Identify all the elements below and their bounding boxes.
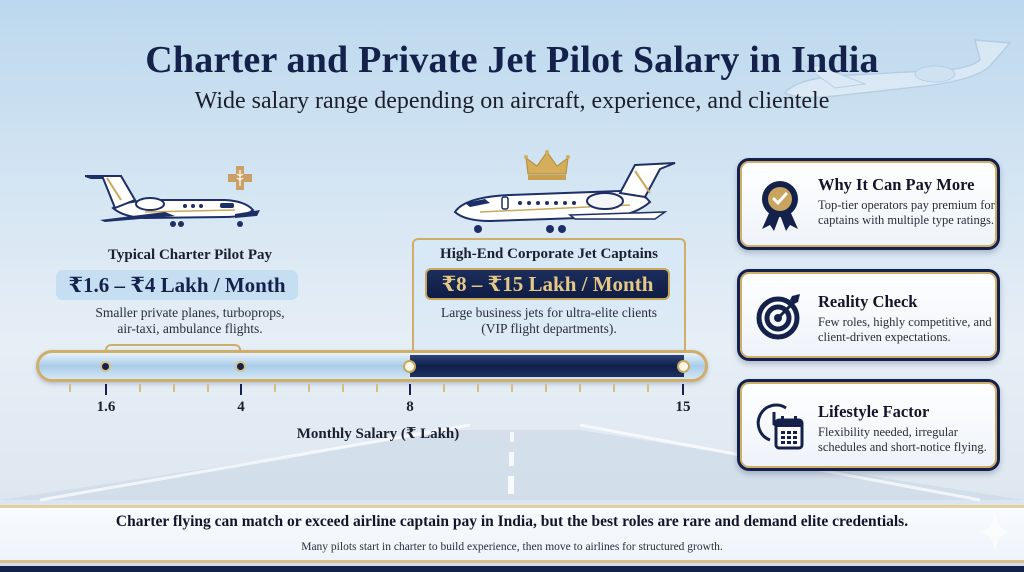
clock-calendar-icon — [756, 403, 804, 450]
marker-1-6 — [100, 361, 111, 372]
card-text: Top-tier operators pay premium for capta… — [818, 198, 995, 227]
high-end-label: High-End Corporate Jet Captains — [440, 246, 658, 262]
card-text: Flexibility needed, irregular schedules … — [818, 425, 987, 454]
tick-minor — [376, 384, 378, 392]
high-end-desc-line-2: (VIP flight departments). — [481, 321, 617, 336]
large-jet-icon — [453, 162, 676, 233]
card-title: Reality Check — [818, 292, 918, 311]
typical-desc-line-1: Smaller private planes, turboprops, — [95, 305, 285, 320]
tick-minor — [173, 384, 175, 392]
tick-minor — [545, 384, 547, 392]
page-subtitle: Wide salary range depending on aircraft,… — [194, 88, 830, 114]
marker-8 — [403, 360, 416, 373]
typical-pay-label: Typical Charter Pilot Pay — [107, 247, 272, 263]
bottom-bar — [0, 566, 1024, 572]
crown-icon — [524, 150, 570, 180]
tick-minor — [308, 384, 310, 392]
page-title: Charter and Private Jet Pilot Salary in … — [145, 39, 879, 81]
high-end-range: ₹8 – ₹15 Lakh / Month — [425, 268, 670, 300]
small-jet-icon — [85, 175, 260, 227]
target-icon — [756, 294, 800, 340]
footer-main-text: Charter flying can match or exceed airli… — [115, 513, 909, 530]
medical-cross-icon — [228, 166, 252, 190]
footer-sub-text: Many pilots start in charter to build ex… — [301, 541, 723, 553]
card-lifestyle-factor: Lifestyle Factor Flexibility needed, irr… — [737, 379, 1000, 471]
typical-pay-range: ₹1.6 – ₹4 Lakh / Month — [56, 270, 298, 300]
card-reality-check: Reality Check Few roles, highly competit… — [737, 269, 1000, 361]
sparkle-icon — [980, 512, 1010, 552]
high-end-panel — [412, 238, 686, 368]
typical-desc-line-2: air-taxi, ambulance flights. — [117, 321, 263, 336]
tick-minor — [613, 384, 615, 392]
tick-major-15 — [682, 384, 684, 395]
background-jet-icon — [783, 39, 1012, 99]
award-ribbon-icon — [762, 181, 798, 231]
card-title: Lifestyle Factor — [818, 402, 930, 421]
high-end-description: Large business jets for ultra-elite clie… — [412, 305, 686, 337]
high-end-desc-line-1: Large business jets for ultra-elite clie… — [440, 305, 658, 320]
tick-minor — [511, 384, 513, 392]
marker-15 — [677, 360, 690, 373]
footer-banner — [0, 505, 1024, 563]
tick-label-15: 15 — [675, 399, 691, 415]
card-title: Why It Can Pay More — [818, 175, 975, 194]
tick-minor — [139, 384, 141, 392]
tick-minor — [579, 384, 581, 392]
card-text: Few roles, highly competitive, and clien… — [818, 315, 992, 344]
tick-minor — [69, 384, 71, 392]
tick-minor — [443, 384, 445, 392]
tick-major-4 — [240, 384, 242, 395]
tick-minor — [342, 384, 344, 392]
marker-4 — [235, 361, 246, 372]
tick-minor — [207, 384, 209, 392]
tick-major-8 — [409, 384, 411, 395]
tick-label-1-6: 1.6 — [96, 399, 116, 415]
tick-label-8: 8 — [406, 399, 414, 415]
typical-pay-description: Smaller private planes, turboprops, air-… — [40, 305, 340, 337]
high-end-range-fill — [410, 355, 684, 377]
axis-title: Monthly Salary (₹ Lakh) — [296, 426, 460, 442]
tick-minor — [477, 384, 479, 392]
tick-minor — [647, 384, 649, 392]
tick-minor — [274, 384, 276, 392]
tick-major-1-6 — [105, 384, 107, 395]
card-why-it-can-pay-more: Why It Can Pay More Top-tier operators p… — [737, 158, 1000, 250]
tick-label-4: 4 — [237, 399, 245, 415]
